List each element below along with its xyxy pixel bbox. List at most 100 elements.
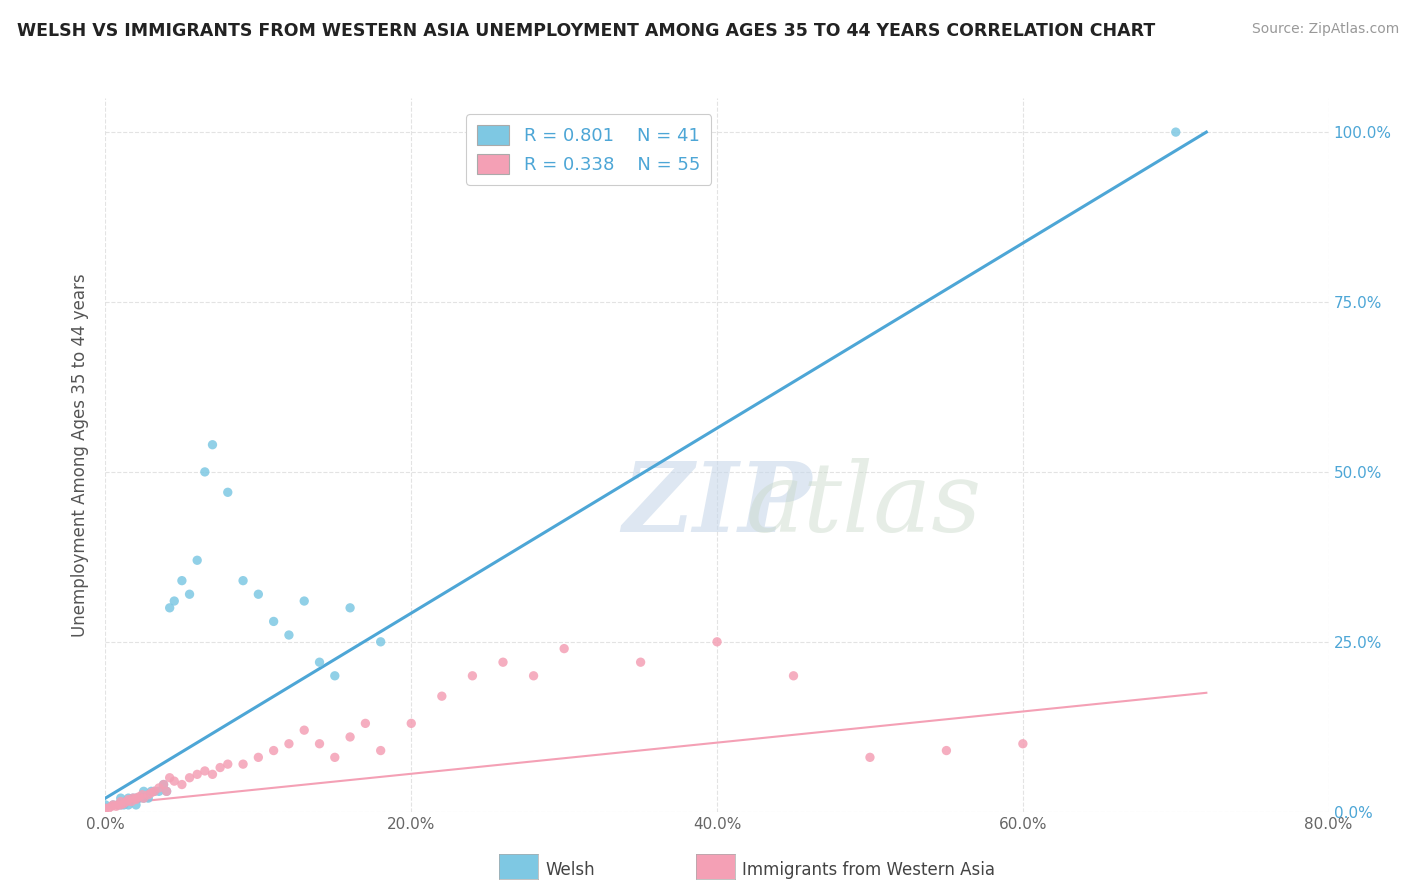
Point xyxy=(107,797,129,812)
Point xyxy=(339,730,361,744)
Point xyxy=(706,635,728,649)
Point xyxy=(339,600,361,615)
Point xyxy=(159,600,181,615)
Point xyxy=(278,628,301,642)
Point xyxy=(122,791,145,805)
Point xyxy=(122,791,145,805)
Point xyxy=(217,485,239,500)
Point xyxy=(194,764,217,778)
Point xyxy=(354,716,377,731)
Text: Welsh: Welsh xyxy=(546,861,595,879)
Text: Source: ZipAtlas.com: Source: ZipAtlas.com xyxy=(1251,22,1399,37)
Point xyxy=(101,797,124,812)
Point xyxy=(782,669,804,683)
Text: ZIP: ZIP xyxy=(623,458,811,552)
Point xyxy=(935,743,957,757)
Point xyxy=(117,792,139,806)
Point xyxy=(194,465,217,479)
Point xyxy=(1011,737,1033,751)
Point xyxy=(125,791,148,805)
Point xyxy=(201,767,224,781)
Point xyxy=(553,641,575,656)
Point xyxy=(128,791,150,805)
Point xyxy=(115,795,138,809)
Text: atlas: atlas xyxy=(745,458,981,552)
Point xyxy=(630,655,652,669)
Point xyxy=(179,587,201,601)
Point xyxy=(675,125,697,139)
Point xyxy=(163,594,186,608)
Point xyxy=(263,743,285,757)
Point xyxy=(128,789,150,804)
Point xyxy=(152,778,174,792)
Point xyxy=(136,788,159,802)
Point xyxy=(143,784,166,798)
Point xyxy=(125,791,148,805)
Point xyxy=(97,801,120,815)
Point xyxy=(155,784,177,798)
Point xyxy=(152,778,174,792)
Point xyxy=(120,795,142,809)
Point xyxy=(308,655,330,669)
Point xyxy=(201,438,224,452)
Point xyxy=(110,797,132,812)
Point xyxy=(263,615,285,629)
Point xyxy=(323,750,346,764)
Point xyxy=(170,574,193,588)
Point xyxy=(101,797,124,812)
Point xyxy=(131,788,153,802)
Point xyxy=(247,587,270,601)
Point xyxy=(110,791,132,805)
Point xyxy=(155,784,177,798)
Point xyxy=(94,801,117,815)
Point xyxy=(110,797,132,812)
Text: WELSH VS IMMIGRANTS FROM WESTERN ASIA UNEMPLOYMENT AMONG AGES 35 TO 44 YEARS COR: WELSH VS IMMIGRANTS FROM WESTERN ASIA UN… xyxy=(17,22,1156,40)
Y-axis label: Unemployment Among Ages 35 to 44 years: Unemployment Among Ages 35 to 44 years xyxy=(72,273,90,637)
Point xyxy=(247,750,270,764)
Point xyxy=(170,778,193,792)
Point xyxy=(94,797,117,812)
Point xyxy=(159,771,181,785)
Point xyxy=(148,784,170,798)
Text: Immigrants from Western Asia: Immigrants from Western Asia xyxy=(742,861,995,879)
Point xyxy=(179,771,201,785)
Point xyxy=(107,797,129,812)
Point xyxy=(209,760,232,774)
Point xyxy=(292,723,315,738)
Point xyxy=(141,784,163,798)
Point xyxy=(143,784,166,798)
Point xyxy=(186,767,208,781)
Point xyxy=(112,797,135,811)
Point xyxy=(132,784,155,798)
Point xyxy=(136,791,159,805)
Point xyxy=(132,791,155,805)
Point xyxy=(148,780,170,795)
Point xyxy=(859,750,882,764)
Point xyxy=(401,716,423,731)
Point xyxy=(132,791,155,805)
Point xyxy=(117,791,139,805)
Legend: R = 0.801    N = 41, R = 0.338    N = 55: R = 0.801 N = 41, R = 0.338 N = 55 xyxy=(467,114,711,185)
Point xyxy=(523,669,546,683)
Point xyxy=(100,799,122,814)
Point xyxy=(370,635,392,649)
Point xyxy=(308,737,330,751)
Point xyxy=(110,795,132,809)
Point xyxy=(217,757,239,772)
Point xyxy=(292,594,315,608)
Point xyxy=(163,774,186,789)
Point xyxy=(232,757,254,772)
Point xyxy=(278,737,301,751)
Point xyxy=(461,669,484,683)
Point xyxy=(117,797,139,812)
Point xyxy=(125,792,148,806)
Point xyxy=(141,786,163,800)
Point xyxy=(112,797,135,812)
Point xyxy=(186,553,208,567)
Point xyxy=(370,743,392,757)
Point xyxy=(232,574,254,588)
Point xyxy=(105,799,128,814)
Point xyxy=(430,689,453,703)
Point xyxy=(492,655,515,669)
Point xyxy=(323,669,346,683)
